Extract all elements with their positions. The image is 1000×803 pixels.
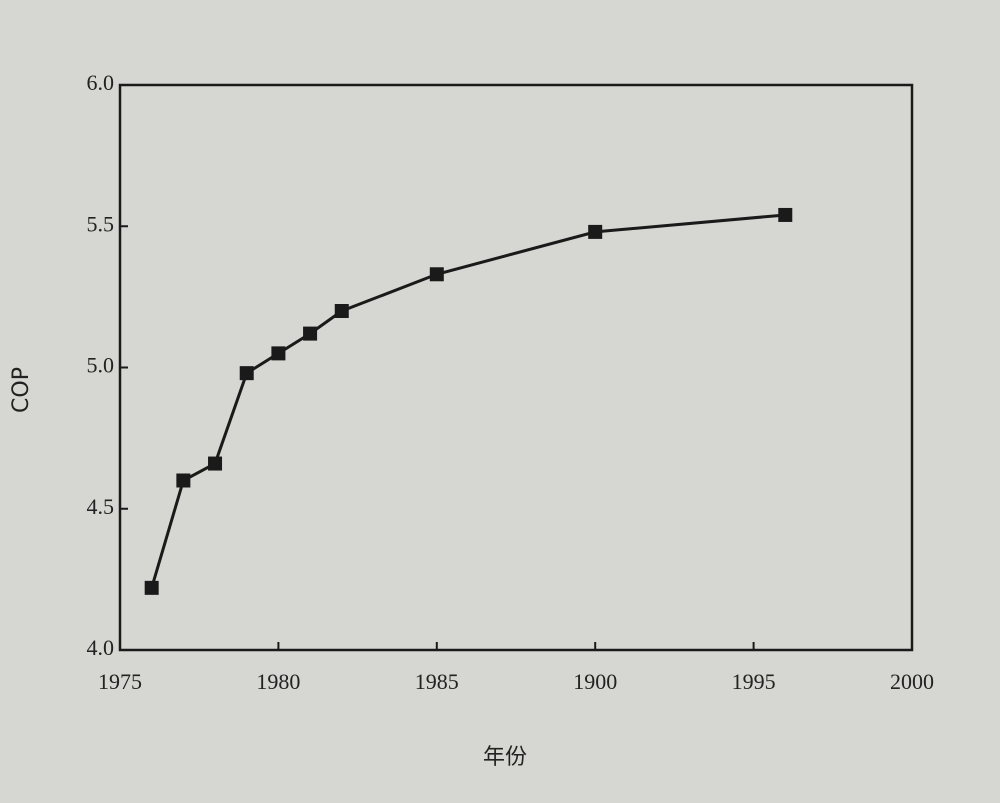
point-marker (176, 473, 191, 488)
y-tick-label: 6.0 (87, 70, 115, 95)
x-tick-label: 1985 (415, 669, 459, 694)
x-tick-label: 1900 (573, 669, 617, 694)
y-axis-title: COP (9, 367, 34, 413)
series-line (150, 213, 786, 589)
point-marker (303, 326, 318, 341)
x-axis-title: 年份 (483, 745, 527, 770)
point-marker (334, 304, 349, 318)
y-tick-label: 4.0 (87, 635, 115, 660)
y-tick-label: 4.5 (87, 494, 115, 519)
point-marker (144, 580, 159, 595)
point-marker (271, 346, 286, 361)
point-marker (208, 456, 223, 471)
y-tick-label: 5.0 (87, 353, 115, 378)
point-marker (778, 207, 793, 222)
x-tick-label: 1980 (256, 669, 300, 694)
x-tick-label: 1975 (98, 669, 142, 694)
point-marker (429, 267, 444, 282)
point-marker (239, 366, 254, 381)
point-marker (588, 224, 603, 239)
x-tick-label: 1995 (732, 669, 776, 694)
x-tick-label: 2000 (890, 669, 934, 694)
y-tick-label: 5.5 (87, 211, 115, 236)
